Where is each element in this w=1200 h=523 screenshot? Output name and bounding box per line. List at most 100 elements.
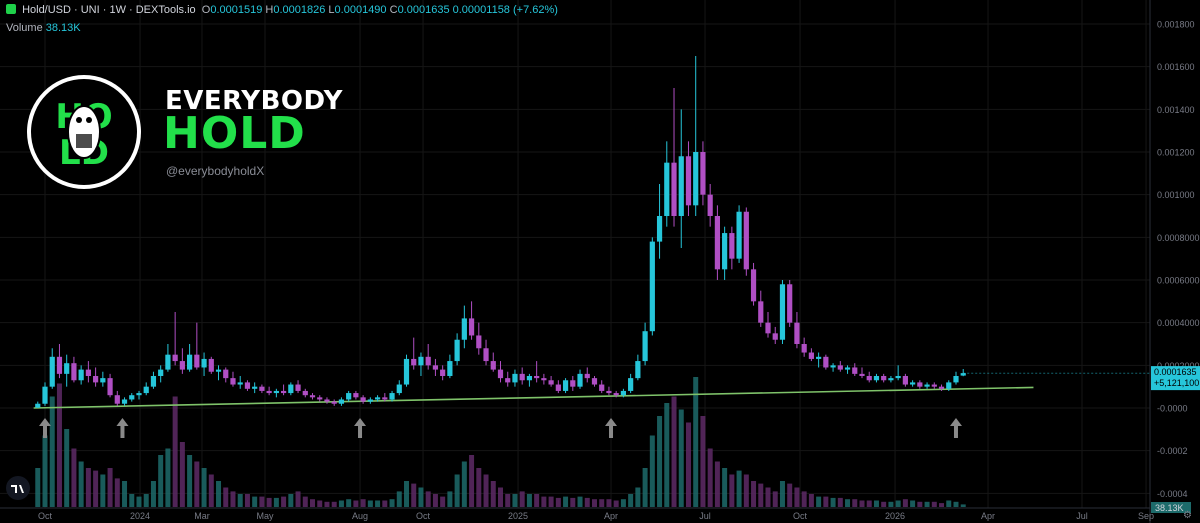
candle-body[interactable] bbox=[187, 354, 193, 370]
candle-body[interactable] bbox=[440, 369, 446, 376]
candle-body[interactable] bbox=[685, 156, 692, 206]
candle-body[interactable] bbox=[150, 376, 157, 387]
candle-body[interactable] bbox=[512, 373, 518, 383]
candle-body[interactable] bbox=[273, 390, 279, 394]
candle-body[interactable] bbox=[389, 393, 395, 400]
candle-body[interactable] bbox=[367, 399, 373, 402]
candle-body[interactable] bbox=[606, 390, 612, 394]
candle-body[interactable] bbox=[179, 361, 185, 370]
support-trendline[interactable] bbox=[33, 386, 1034, 409]
candle-body[interactable] bbox=[353, 393, 359, 398]
candle-body[interactable] bbox=[895, 376, 901, 379]
candle-body[interactable] bbox=[714, 216, 720, 270]
candle-body[interactable] bbox=[396, 384, 402, 394]
candle-body[interactable] bbox=[107, 378, 113, 396]
candle-body[interactable] bbox=[931, 384, 937, 387]
candle-body[interactable] bbox=[223, 369, 229, 379]
candle-body[interactable] bbox=[42, 386, 48, 404]
candle-body[interactable] bbox=[693, 152, 699, 206]
candle-body[interactable] bbox=[425, 356, 431, 366]
candle-body[interactable] bbox=[93, 376, 99, 383]
candle-body[interactable] bbox=[562, 380, 569, 391]
candle-body[interactable] bbox=[374, 397, 381, 400]
candle-body[interactable] bbox=[172, 354, 178, 362]
candle-body[interactable] bbox=[765, 322, 771, 334]
candle-body[interactable] bbox=[794, 322, 800, 344]
candle-body[interactable] bbox=[121, 399, 128, 404]
candle-body[interactable] bbox=[700, 152, 706, 195]
candle-body[interactable] bbox=[338, 399, 345, 404]
candle-body[interactable] bbox=[541, 378, 547, 381]
candle-body[interactable] bbox=[729, 233, 735, 259]
candle-body[interactable] bbox=[924, 384, 930, 387]
candle-body[interactable] bbox=[230, 378, 236, 385]
candle-body[interactable] bbox=[302, 390, 308, 396]
candle-body[interactable] bbox=[758, 301, 764, 323]
candle-body[interactable] bbox=[100, 378, 106, 383]
candle-body[interactable] bbox=[346, 393, 352, 400]
candle-body[interactable] bbox=[787, 284, 793, 323]
candle-body[interactable] bbox=[534, 376, 540, 379]
candle-body[interactable] bbox=[71, 363, 77, 381]
candle-body[interactable] bbox=[519, 373, 525, 381]
candle-body[interactable] bbox=[476, 335, 482, 349]
candle-body[interactable] bbox=[873, 376, 880, 381]
candle-body[interactable] bbox=[722, 233, 728, 270]
candle-body[interactable] bbox=[331, 401, 337, 404]
candle-body[interactable] bbox=[946, 382, 952, 389]
candle-body[interactable] bbox=[447, 361, 453, 376]
candle-body[interactable] bbox=[888, 378, 894, 381]
candle-body[interactable] bbox=[505, 378, 511, 383]
candle-body[interactable] bbox=[671, 162, 677, 216]
candle-body[interactable] bbox=[85, 369, 91, 376]
candle-body[interactable] bbox=[194, 354, 200, 368]
candle-body[interactable] bbox=[736, 211, 742, 259]
candle-body[interactable] bbox=[411, 358, 417, 366]
candle-body[interactable] bbox=[468, 318, 475, 336]
candle-body[interactable] bbox=[801, 344, 807, 353]
candle-body[interactable] bbox=[635, 361, 641, 379]
candle-body[interactable] bbox=[664, 162, 670, 216]
candle-body[interactable] bbox=[678, 156, 684, 216]
candle-body[interactable] bbox=[252, 386, 258, 389]
candle-body[interactable] bbox=[158, 369, 164, 376]
candle-body[interactable] bbox=[591, 378, 598, 385]
candle-body[interactable] bbox=[237, 382, 243, 385]
candle-body[interactable] bbox=[707, 194, 713, 216]
candle-body[interactable] bbox=[382, 397, 388, 400]
candle-body[interactable] bbox=[910, 382, 916, 385]
candle-body[interactable] bbox=[403, 358, 410, 385]
candle-body[interactable] bbox=[35, 403, 41, 408]
candle-body[interactable] bbox=[808, 352, 814, 359]
candle-body[interactable] bbox=[244, 382, 251, 389]
candle-body[interactable] bbox=[317, 397, 323, 400]
tradingview-logo-icon[interactable] bbox=[6, 476, 30, 500]
candle-body[interactable] bbox=[49, 356, 55, 387]
candle-body[interactable] bbox=[418, 356, 424, 366]
candle-body[interactable] bbox=[620, 390, 627, 396]
candle-body[interactable] bbox=[295, 384, 301, 391]
candle-body[interactable] bbox=[288, 384, 294, 394]
candle-body[interactable] bbox=[852, 367, 858, 374]
candle-body[interactable] bbox=[866, 376, 872, 381]
candle-body[interactable] bbox=[526, 376, 533, 381]
candle-body[interactable] bbox=[938, 386, 945, 389]
candle-body[interactable] bbox=[497, 369, 504, 379]
candle-body[interactable] bbox=[280, 390, 287, 394]
candle-body[interactable] bbox=[78, 369, 84, 381]
candle-body[interactable] bbox=[584, 373, 590, 379]
candle-body[interactable] bbox=[136, 393, 142, 396]
candle-body[interactable] bbox=[837, 365, 843, 370]
candle-body[interactable] bbox=[461, 318, 467, 340]
candle-body[interactable] bbox=[143, 386, 149, 394]
candle-body[interactable] bbox=[628, 378, 634, 391]
candle-body[interactable] bbox=[743, 211, 749, 270]
candle-body[interactable] bbox=[56, 356, 63, 374]
candle-body[interactable] bbox=[917, 382, 923, 387]
settings-gear-icon[interactable]: ⚙ bbox=[1183, 510, 1192, 521]
candle-body[interactable] bbox=[902, 376, 908, 385]
candle-body[interactable] bbox=[201, 358, 207, 368]
candle-body[interactable] bbox=[266, 390, 272, 394]
candle-body[interactable] bbox=[577, 373, 583, 387]
